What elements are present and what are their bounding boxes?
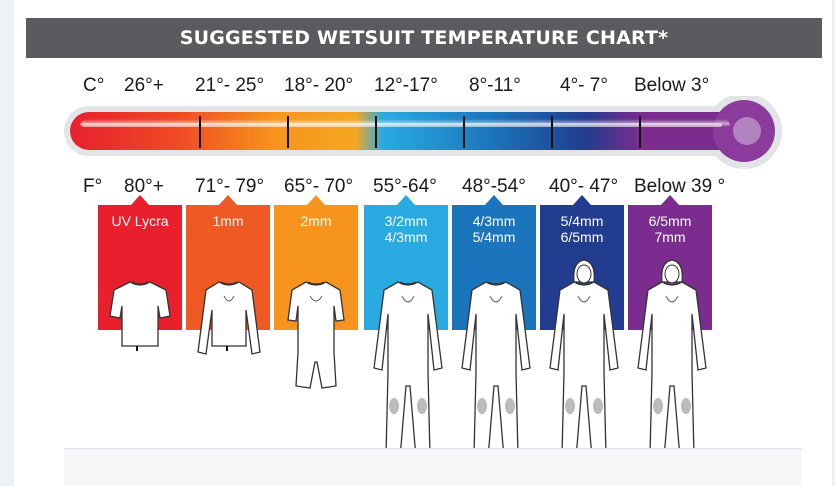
fahrenheit-range: 55°-64° xyxy=(373,176,437,197)
suit-label-line: 4/3mm xyxy=(472,213,516,229)
suit-label-line: UV Lycra xyxy=(111,213,169,229)
fahrenheit-row: F° 80°+ 71°- 79° 65°- 70° 55°-64° 48°-54… xyxy=(14,176,832,202)
fahrenheit-range: 80°+ xyxy=(124,176,164,197)
celsius-range: 26°+ xyxy=(124,75,164,96)
fahrenheit-range: 40°- 47° xyxy=(549,176,619,197)
celsius-range: 12°-17° xyxy=(374,75,438,96)
celsius-range: 4°- 7° xyxy=(560,75,608,96)
springsuit-icon xyxy=(287,281,345,389)
fahrenheit-unit-label: F° xyxy=(83,176,103,197)
suit-label-line: 7mm xyxy=(654,229,686,245)
fahrenheit-range: 71°- 79° xyxy=(195,176,265,197)
celsius-row: C° 26°+ 21°- 25° 18°- 20° 12°-17° 8°-11°… xyxy=(14,75,832,101)
wetsuit-chart: SUGGESTED WETSUIT TEMPERATURE CHART* C° … xyxy=(14,0,832,486)
suit-label-line: 5/4mm xyxy=(560,213,604,229)
thermometer-bar xyxy=(64,96,782,169)
fullsuit-icon xyxy=(461,281,531,459)
chart-title: SUGGESTED WETSUIT TEMPERATURE CHART* xyxy=(26,18,822,58)
suit-thickness-label: 5/4mm 6/5mm xyxy=(540,213,624,245)
celsius-unit-label: C° xyxy=(83,75,105,96)
celsius-range: 21°- 25° xyxy=(195,75,265,96)
celsius-range: 8°-11° xyxy=(469,75,521,96)
rash-guard-icon xyxy=(109,281,171,351)
suit-label-line: 5/4mm xyxy=(472,229,516,245)
suit-label-line: 2mm xyxy=(300,213,332,229)
fahrenheit-range: Below 39 ° xyxy=(634,176,726,197)
suit-label-line: 4/3mm xyxy=(384,229,428,245)
fahrenheit-range: 65°- 70° xyxy=(284,176,354,197)
hooded-fullsuit-icon xyxy=(549,259,619,459)
suit-thickness-label: UV Lycra xyxy=(98,213,182,229)
suit-thickness-label: 2mm xyxy=(274,213,358,229)
fahrenheit-range: 48°-54° xyxy=(462,176,526,197)
hooded-fullsuit-icon xyxy=(637,259,707,459)
suit-thickness-label: 3/2mm 4/3mm xyxy=(364,213,448,245)
suit-label-line: 1mm xyxy=(212,213,244,229)
celsius-range: 18°- 20° xyxy=(284,75,354,96)
thermometer-dividers xyxy=(199,116,641,148)
suit-thickness-label: 4/3mm 5/4mm xyxy=(452,213,536,245)
fullsuit-icon xyxy=(373,281,443,459)
suit-label-line: 3/2mm xyxy=(384,213,428,229)
footer-strip xyxy=(64,448,802,486)
suit-label-line: 6/5mm xyxy=(648,213,692,229)
long-sleeve-top-icon xyxy=(197,281,261,355)
celsius-range: Below 3° xyxy=(634,75,710,96)
suit-thickness-label: 6/5mm 7mm xyxy=(628,213,712,245)
suit-thickness-label: 1mm xyxy=(186,213,270,229)
suit-label-line: 6/5mm xyxy=(560,229,604,245)
